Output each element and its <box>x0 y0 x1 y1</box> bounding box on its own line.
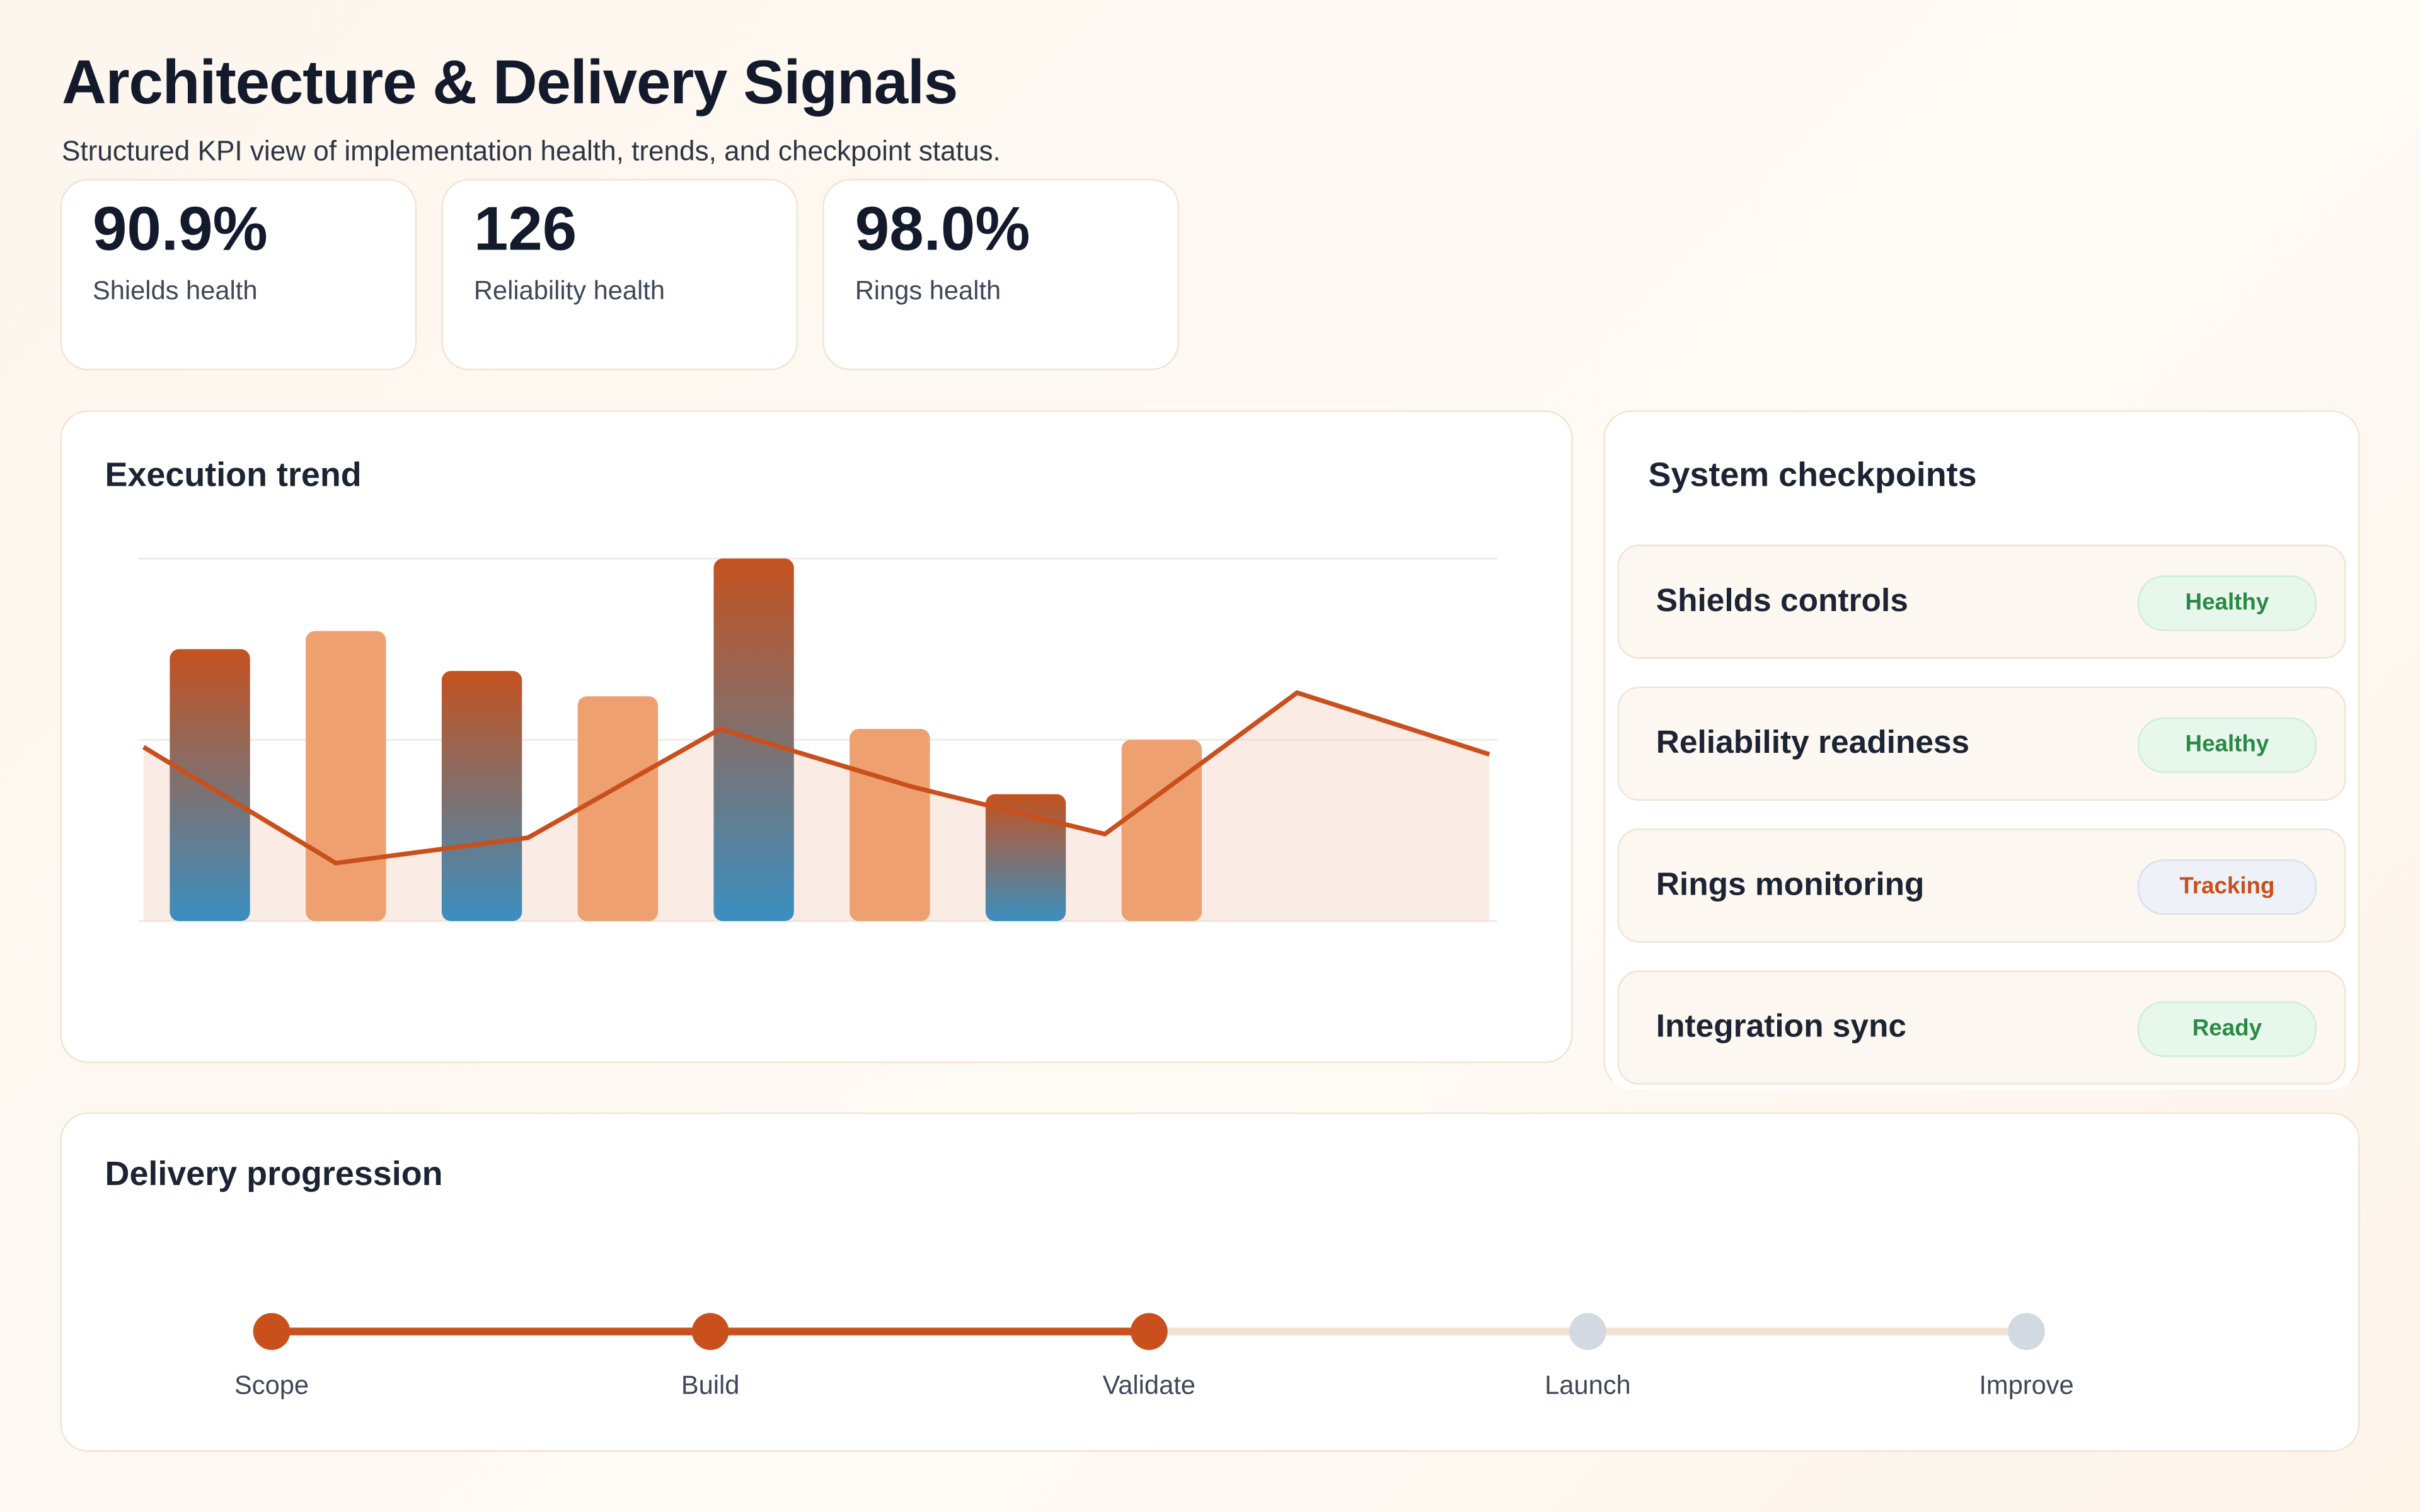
step-dot <box>691 1313 729 1350</box>
kpi-label: Rings health <box>855 276 1001 306</box>
checkpoint-label: Reliability readiness <box>1656 725 1970 761</box>
checkpoint-label: Shields controls <box>1656 583 1908 619</box>
kpi-value: 90.9% <box>92 196 268 264</box>
bar <box>985 794 1066 922</box>
title: Architecture & Delivery Signals <box>61 49 958 118</box>
checkpoint: Integration sync Ready <box>1617 970 2346 1085</box>
bar <box>577 696 659 922</box>
bar <box>1121 740 1202 922</box>
bar <box>306 631 386 922</box>
step-label: Improve <box>1979 1370 2073 1400</box>
kpi-label: Shields health <box>92 276 258 306</box>
kpi-value: 98.0% <box>855 196 1030 264</box>
kpi-label: Reliability health <box>473 276 666 306</box>
step-dot <box>1569 1313 1606 1350</box>
checkpoint: Rings monitoring Tracking <box>1617 828 2346 943</box>
step-label: Validate <box>1103 1370 1196 1400</box>
step-label: Scope <box>234 1370 309 1400</box>
status-badge: Tracking <box>2137 859 2317 915</box>
checkpoints-card: System checkpoints Shields controls Heal… <box>1603 410 2360 1089</box>
step-dot <box>2008 1313 2045 1350</box>
checkpoint: Shields controls Healthy <box>1617 544 2346 659</box>
card-title: System checkpoints <box>1648 455 1977 494</box>
card-title: Execution trend <box>105 455 362 494</box>
kpi-card: 98.0% Rings health <box>822 179 1180 370</box>
step-label: Build <box>681 1370 740 1400</box>
status-badge: Healthy <box>2137 717 2317 773</box>
progression-card: Delivery progression <box>60 1112 2360 1452</box>
status-badge: Healthy <box>2137 575 2317 631</box>
checkpoint-label: Rings monitoring <box>1656 867 1925 903</box>
status-badge: Ready <box>2137 1001 2317 1057</box>
step-dot <box>253 1313 291 1350</box>
trend-line <box>142 690 1490 866</box>
card-title: Delivery progression <box>105 1154 443 1193</box>
step-dot <box>1130 1313 1168 1350</box>
checkpoint-label: Integration sync <box>1656 1009 1907 1045</box>
kpi-card: 126 Reliability health <box>441 179 798 370</box>
bar <box>850 729 930 922</box>
kpi-card: 90.9% Shields health <box>60 179 417 370</box>
checkpoint: Reliability readiness Healthy <box>1617 686 2346 801</box>
subtitle: Structured KPI view of implementation he… <box>61 135 1001 167</box>
bar <box>441 670 522 922</box>
kpi-value: 126 <box>473 196 577 264</box>
step-label: Launch <box>1545 1370 1631 1400</box>
